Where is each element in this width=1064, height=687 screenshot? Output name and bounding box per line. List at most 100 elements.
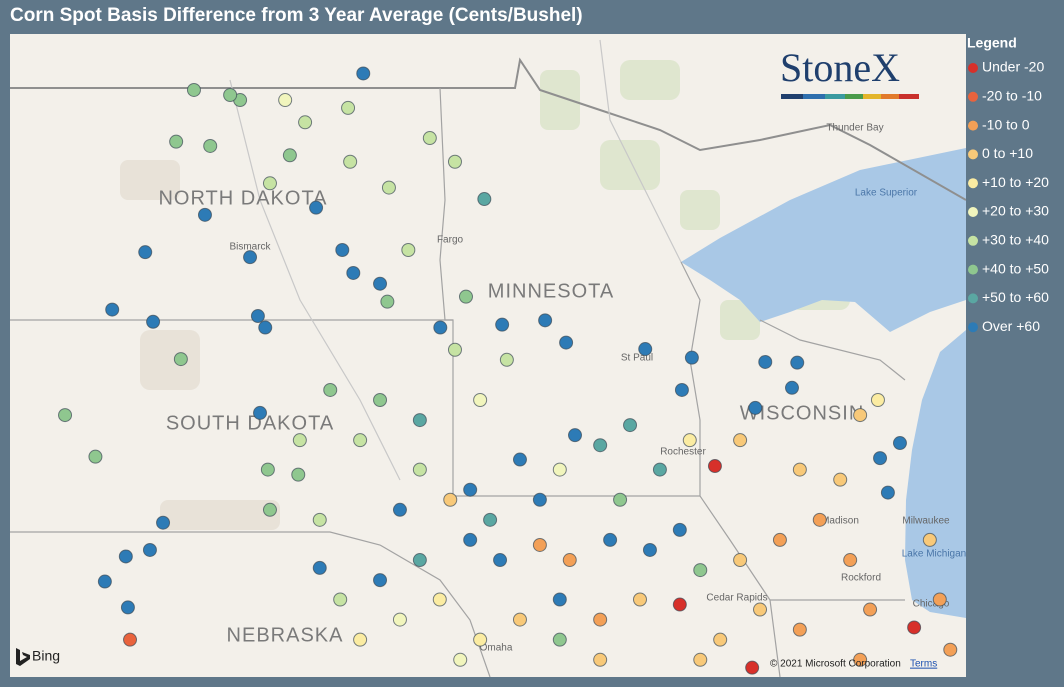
basis-point[interactable] [433,320,448,335]
legend-label[interactable]: Over +60 [982,318,1040,334]
basis-point[interactable] [568,428,583,443]
legend-label[interactable]: Under -20 [982,59,1044,75]
basis-point[interactable] [120,600,135,615]
basis-point[interactable] [392,502,407,517]
basis-point[interactable] [156,515,171,530]
basis-point[interactable] [593,652,608,667]
basis-point[interactable] [262,502,277,517]
basis-point[interactable] [483,512,498,527]
basis-point[interactable] [853,408,868,423]
basis-point[interactable] [652,462,667,477]
basis-point[interactable] [684,350,699,365]
basis-point[interactable] [422,131,437,146]
basis-point[interactable] [863,602,878,617]
basis-point[interactable] [693,563,708,578]
basis-point[interactable] [613,492,628,507]
basis-point[interactable] [493,553,508,568]
legend-label[interactable]: +30 to +40 [982,232,1049,248]
basis-point[interactable] [603,532,618,547]
basis-point[interactable] [243,250,258,265]
basis-point[interactable] [142,542,157,557]
basis-point[interactable] [733,553,748,568]
legend-label[interactable]: +40 to +50 [982,260,1049,276]
basis-point[interactable] [593,438,608,453]
basis-point[interactable] [922,532,937,547]
legend-label[interactable]: +20 to +30 [982,203,1049,219]
basis-point[interactable] [853,652,868,667]
basis-point[interactable] [745,660,760,675]
basis-point[interactable] [495,317,510,332]
basis-point[interactable] [412,462,427,477]
basis-point[interactable] [562,553,577,568]
basis-point[interactable] [282,148,297,163]
basis-point[interactable] [432,592,447,607]
basis-point[interactable] [758,354,773,369]
basis-point[interactable] [447,342,462,357]
basis-point[interactable] [223,87,238,102]
basis-point[interactable] [512,452,527,467]
basis-point[interactable] [298,115,313,130]
basis-point[interactable] [341,100,356,115]
basis-point[interactable] [784,380,799,395]
basis-point[interactable] [499,352,514,367]
basis-point[interactable] [892,436,907,451]
legend-label[interactable]: -20 to -10 [982,88,1042,104]
basis-point[interactable] [380,294,395,309]
basis-point[interactable] [453,652,468,667]
basis-point[interactable] [138,245,153,260]
basis-point[interactable] [790,355,805,370]
basis-point[interactable] [309,200,324,215]
basis-point[interactable] [253,405,268,420]
basis-point[interactable] [203,138,218,153]
basis-point[interactable] [373,392,388,407]
basis-point[interactable] [412,413,427,428]
basis-point[interactable] [733,433,748,448]
basis-point[interactable] [312,560,327,575]
basis-point[interactable] [292,433,307,448]
basis-point[interactable] [559,335,574,350]
basis-point[interactable] [343,154,358,169]
basis-point[interactable] [943,642,958,657]
basis-point[interactable] [693,652,708,667]
basis-point[interactable] [772,532,787,547]
basis-point[interactable] [843,553,858,568]
basis-point[interactable] [291,467,306,482]
basis-point[interactable] [356,66,371,81]
basis-point[interactable] [323,382,338,397]
basis-point[interactable] [381,180,396,195]
basis-point[interactable] [880,485,895,500]
basis-point[interactable] [123,632,138,647]
basis-point[interactable] [278,93,293,108]
basis-point[interactable] [870,392,885,407]
map[interactable]: NORTH DAKOTA SOUTH DAKOTA MINNESOTA WISCONS… [10,34,966,677]
basis-point[interactable] [792,622,807,637]
legend-label[interactable]: 0 to +10 [982,145,1033,161]
basis-point[interactable] [672,597,687,612]
basis-point[interactable] [58,408,73,423]
basis-point[interactable] [638,342,653,357]
basis-point[interactable] [538,313,553,328]
basis-point[interactable] [118,549,133,564]
basis-point[interactable] [512,612,527,627]
basis-point[interactable] [707,459,722,474]
basis-point[interactable] [373,573,388,588]
basis-point[interactable] [873,451,888,466]
basis-point[interactable] [173,352,188,367]
basis-point[interactable] [353,433,368,448]
basis-point[interactable] [812,512,827,527]
legend-label[interactable]: +50 to +60 [982,289,1049,305]
basis-point[interactable] [412,553,427,568]
legend-label[interactable]: -10 to 0 [982,116,1030,132]
basis-point[interactable] [674,382,689,397]
basis-point[interactable] [335,243,350,258]
basis-point[interactable] [473,392,488,407]
basis-point[interactable] [105,302,120,317]
basis-point[interactable] [169,134,184,149]
basis-point[interactable] [473,632,488,647]
basis-point[interactable] [260,462,275,477]
basis-point[interactable] [463,482,478,497]
terms-link[interactable]: Terms [910,659,937,670]
basis-point[interactable] [682,433,697,448]
basis-point[interactable] [477,192,492,207]
basis-point[interactable] [792,462,807,477]
